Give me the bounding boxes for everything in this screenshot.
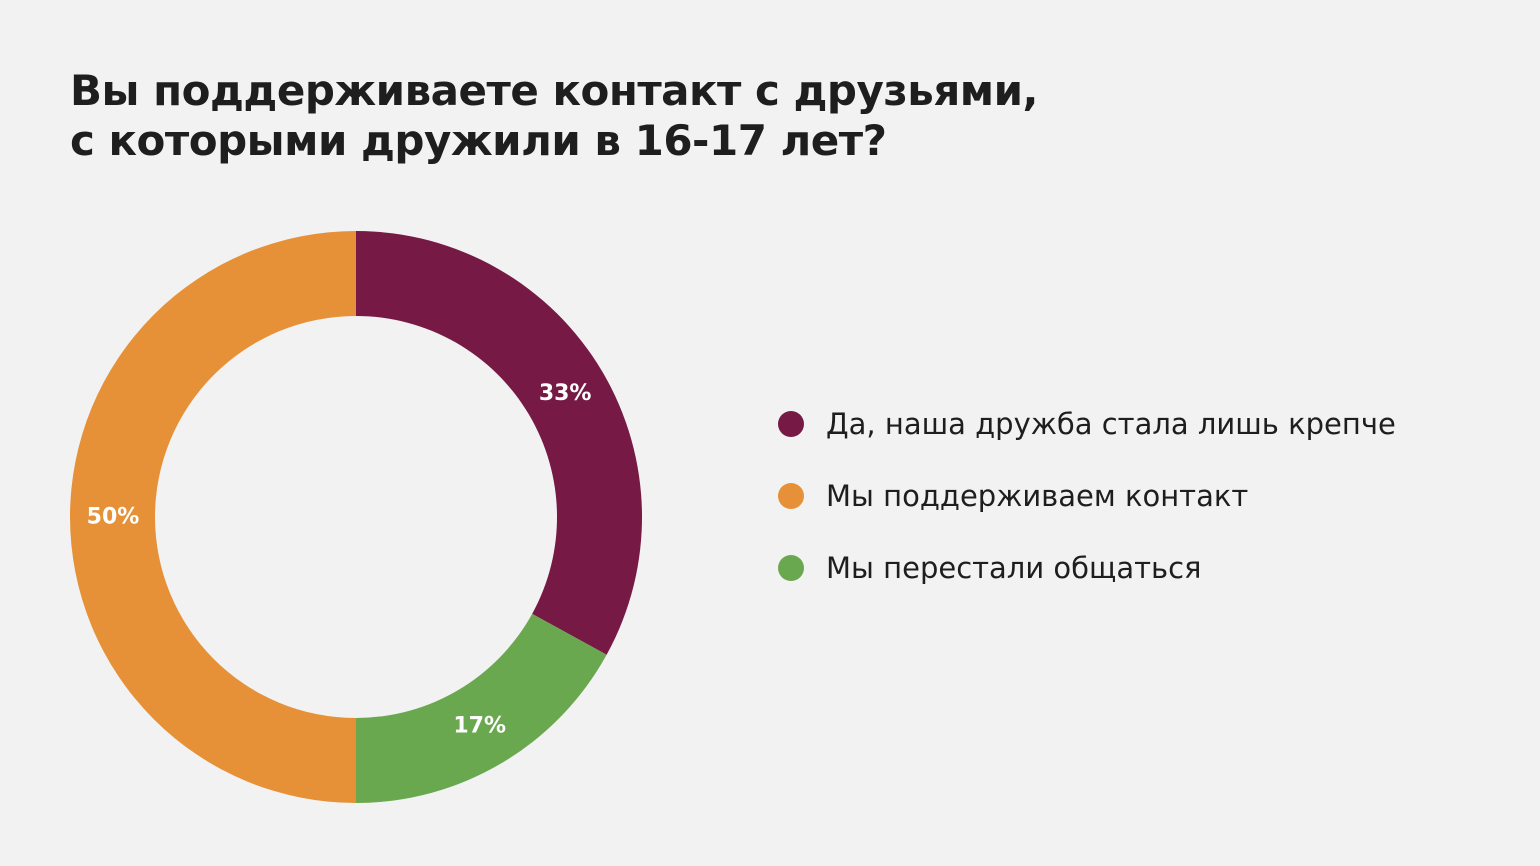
donut-slice-2 [356, 613, 607, 803]
donut-slice-label-1: 33% [539, 381, 592, 406]
legend-label: Мы поддерживаем контакт [826, 479, 1249, 513]
legend-item-2: Мы поддерживаем контакт [778, 472, 1396, 520]
chart-title: Вы поддерживаете контакт с друзьями, с к… [70, 66, 1170, 166]
chart-legend: Да, наша дружба стала лишь крепче Мы подд… [778, 400, 1396, 616]
legend-swatch [778, 411, 804, 437]
legend-item-3: Мы перестали общаться [778, 544, 1396, 592]
donut-slice-label-2: 17% [453, 714, 506, 739]
legend-swatch [778, 483, 804, 509]
donut-slice-3 [70, 231, 356, 803]
legend-swatch [778, 555, 804, 581]
legend-item-1: Да, наша дружба стала лишь крепче [778, 400, 1396, 448]
donut-slice-label-3: 50% [87, 505, 140, 530]
legend-label: Мы перестали общаться [826, 551, 1202, 585]
chart-title-line-1: Вы поддерживаете контакт с друзьями, [70, 66, 1039, 115]
chart-title-line-2: с которыми дружили в 16-17 лет? [70, 116, 887, 165]
donut-chart: 33% 17% 50% [70, 231, 643, 803]
donut-slice-1 [356, 231, 643, 655]
legend-label: Да, наша дружба стала лишь крепче [826, 407, 1396, 441]
